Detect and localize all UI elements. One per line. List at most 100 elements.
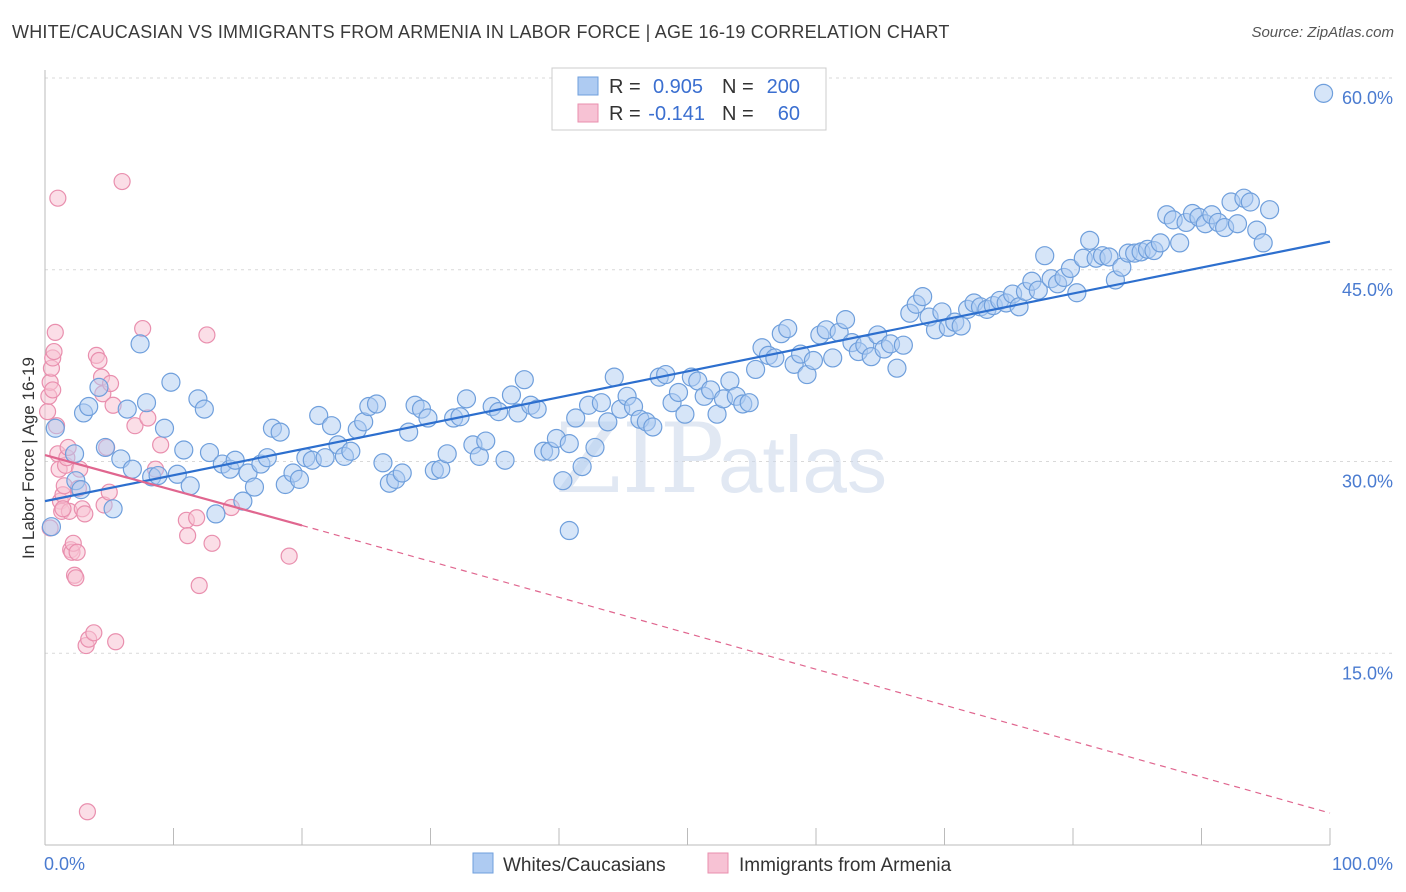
white-point — [456, 389, 477, 409]
white-point — [309, 405, 329, 426]
armenia-point — [188, 509, 206, 527]
armenia-point — [67, 569, 85, 587]
white-point — [1240, 192, 1260, 212]
white-point — [95, 437, 115, 458]
white-point — [951, 316, 971, 336]
white-point — [893, 335, 913, 355]
white-point — [572, 457, 592, 477]
white-point — [154, 418, 175, 438]
armenia-point — [49, 189, 67, 207]
white-point — [41, 517, 62, 537]
armenia-point — [280, 547, 298, 565]
y-axis-label: In Labor Force | Age 16-19 — [19, 357, 38, 559]
legend-swatch-pink — [577, 103, 599, 123]
white-point — [315, 448, 335, 468]
legend-n-value-1: 200 — [767, 76, 800, 98]
white-point — [45, 418, 65, 438]
white-point — [559, 434, 579, 454]
watermark-atlas: atlas — [718, 420, 887, 509]
white-point — [1253, 233, 1273, 253]
white-point — [1028, 280, 1048, 300]
white-point — [566, 408, 586, 428]
x-axis-ticks — [44, 828, 1331, 845]
bottom-legend-swatch-blue — [472, 852, 494, 874]
white-point — [778, 318, 798, 339]
white-point — [553, 471, 573, 491]
armenia-point — [203, 534, 221, 552]
white-point — [598, 412, 618, 432]
white-point — [79, 396, 99, 417]
white-point — [887, 358, 907, 378]
y-tick-labels: 15.0% 30.0% 45.0% 60.0% — [1342, 88, 1393, 683]
white-point — [1080, 230, 1100, 250]
white-point — [161, 372, 181, 392]
series-white-points — [41, 83, 1334, 541]
bottom-legend-label-white: Whites/Caucasians — [503, 855, 666, 876]
white-point — [1150, 233, 1170, 253]
bottom-legend-swatch-pink — [707, 852, 729, 874]
white-point — [117, 399, 137, 419]
white-point — [244, 477, 265, 497]
white-point — [130, 334, 150, 354]
white-point — [103, 499, 123, 519]
white-point — [174, 440, 194, 460]
armenia-point — [54, 500, 72, 518]
legend-r-value-2: -0.141 — [648, 103, 705, 125]
armenia-point — [38, 403, 57, 421]
trend-lines — [44, 240, 1331, 814]
correlation-legend: R = 0.905 N = 200 R = -0.141 N = 60 — [551, 67, 827, 131]
armenia-point — [46, 323, 64, 341]
armenia-point — [76, 505, 94, 523]
white-point — [206, 504, 226, 524]
armenia-point — [152, 436, 170, 454]
legend-swatch-blue — [577, 76, 599, 96]
white-point — [746, 359, 766, 380]
white-point — [341, 441, 361, 461]
legend-r-label-1: R = — [609, 76, 641, 98]
armenia-point — [139, 409, 157, 427]
white-point — [823, 348, 843, 368]
white-point — [527, 399, 547, 419]
chart-title: WHITE/CAUCASIAN VS IMMIGRANTS FROM ARMEN… — [12, 22, 950, 42]
white-point — [437, 444, 457, 464]
armenia-point — [134, 319, 152, 338]
trend-line-armenia-extended — [301, 524, 1331, 814]
white-point — [1099, 247, 1119, 267]
white-point — [803, 350, 824, 371]
white-point — [148, 465, 168, 486]
trend-line-armenia — [44, 454, 303, 527]
armenia-point — [198, 326, 216, 344]
armenia-point — [190, 576, 208, 595]
white-point — [585, 437, 605, 458]
white-point — [64, 444, 85, 464]
white-point — [559, 520, 579, 541]
white-point — [675, 404, 695, 424]
white-point — [604, 367, 624, 387]
legend-r-label-2: R = — [609, 103, 641, 125]
white-point — [501, 385, 522, 405]
white-point — [199, 442, 220, 463]
white-point — [1260, 200, 1280, 220]
legend-n-label-1: N = — [722, 76, 754, 98]
white-point — [591, 393, 612, 413]
trend-line-white — [44, 240, 1331, 503]
white-point — [194, 399, 214, 419]
white-point — [1227, 214, 1248, 234]
white-point — [136, 393, 157, 413]
armenia-point — [68, 543, 86, 561]
white-point — [392, 463, 412, 483]
white-point — [1035, 246, 1055, 266]
white-point — [668, 382, 689, 403]
source-label: Source: ZipAtlas.com — [1251, 24, 1394, 41]
white-point — [514, 370, 534, 390]
white-point — [913, 286, 933, 307]
series-armenia-points — [38, 172, 298, 821]
armenia-point — [44, 381, 62, 399]
bottom-legend-label-armenia: Immigrants from Armenia — [739, 855, 952, 876]
white-point — [366, 394, 387, 414]
armenia-point — [78, 803, 97, 821]
armenia-point — [179, 527, 197, 545]
white-point — [835, 310, 856, 330]
armenia-point — [90, 351, 108, 370]
